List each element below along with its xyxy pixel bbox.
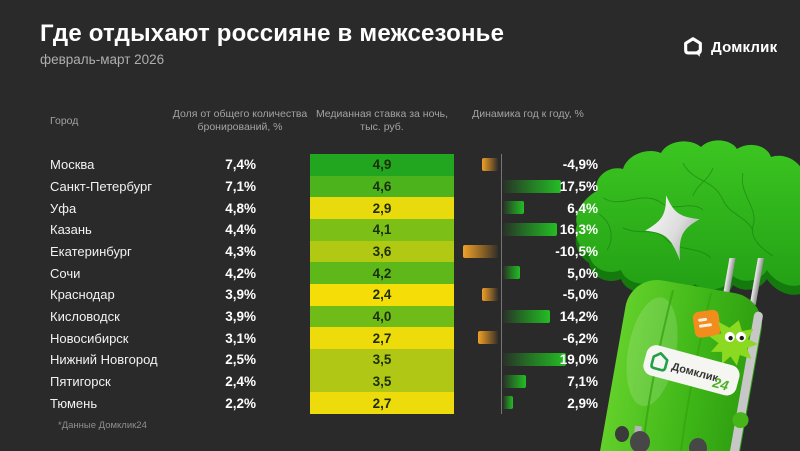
column-header-yoy: Динамика год к году, % [472, 108, 584, 120]
share-value: 4,4% [225, 222, 256, 238]
yoy-value: -6,2% [562, 330, 598, 346]
share-value: 3,9% [225, 308, 256, 324]
column-header-city: Город [50, 115, 79, 127]
sparkle-star-icon [645, 195, 700, 261]
green-suitcase-illustration: Домклик 24 [599, 258, 765, 451]
column-header-share: Доля от общего количества бронирований, … [172, 108, 308, 133]
rate-heatmap-cell: 3,6 [310, 240, 454, 263]
table-row: Уфа 4,8% 2,9 6,4% [0, 197, 800, 219]
share-value: 2,2% [225, 395, 256, 411]
yoy-bar [481, 287, 498, 301]
city-label: Москва [50, 157, 95, 173]
yoy-bar [477, 331, 498, 345]
table-row: Пятигорск 2,4% 3,5 7,1% [0, 370, 800, 393]
yoy-value: 14,2% [559, 308, 598, 324]
table-row: Санкт-Петербург 7,1% 4,6 17,5% [0, 175, 800, 198]
share-value: 2,5% [225, 352, 256, 368]
table-row: Краснодар 3,9% 2,4 -5,0% [0, 283, 800, 306]
rate-heatmap-cell: 4,6 [310, 175, 454, 198]
share-value: 2,4% [225, 373, 256, 389]
city-label: Новосибирск [50, 330, 129, 346]
rate-heatmap-cell: 4,2 [310, 262, 454, 284]
rate-heatmap-cell: 3,5 [310, 348, 454, 371]
table-row: Москва 7,4% 4,9 -4,9% [0, 154, 800, 176]
yoy-value: -10,5% [555, 243, 598, 259]
yoy-bar [503, 396, 513, 410]
page-subtitle: февраль-март 2026 [40, 52, 165, 67]
city-label: Краснодар [50, 287, 115, 303]
city-label: Казань [50, 222, 92, 238]
rate-heatmap-cell: 4,1 [310, 218, 454, 241]
rate-heatmap-cell: 2,7 [310, 327, 454, 349]
table-row: Новосибирск 3,1% 2,7 -6,2% [0, 327, 800, 349]
share-value: 3,9% [225, 287, 256, 303]
rate-heatmap-cell: 4,9 [310, 154, 454, 176]
yoy-bar [503, 352, 566, 366]
rate-heatmap-cell: 2,9 [310, 197, 454, 219]
city-label: Санкт-Петербург [50, 178, 152, 194]
table-rows: Москва 7,4% 4,9 -4,9% Санкт-Петербург 7,1% 4,6… [0, 154, 800, 414]
yoy-value: 5,0% [567, 265, 598, 281]
share-value: 7,4% [225, 157, 256, 173]
yoy-value: 7,1% [567, 373, 598, 389]
rate-heatmap-cell: 2,4 [310, 283, 454, 306]
yoy-bar [503, 222, 557, 236]
yoy-value: 2,9% [567, 395, 598, 411]
table-row: Кисловодск 3,9% 4,0 14,2% [0, 305, 800, 328]
yoy-value: 6,4% [567, 200, 598, 216]
table-row: Сочи 4,2% 4,2 5,0% [0, 262, 800, 284]
city-label: Пятигорск [50, 373, 111, 389]
rate-heatmap-cell: 4,0 [310, 305, 454, 328]
share-value: 4,3% [225, 243, 256, 259]
svg-text:24: 24 [710, 374, 730, 394]
city-label: Тюмень [50, 395, 98, 411]
yoy-bar [503, 201, 525, 215]
rate-heatmap-cell: 2,7 [310, 392, 454, 414]
share-value: 4,8% [225, 200, 256, 216]
yoy-value: -4,9% [562, 157, 598, 173]
table-row: Казань 4,4% 4,1 16,3% [0, 218, 800, 241]
yoy-value: 19,0% [559, 352, 598, 368]
city-label: Нижний Новгород [50, 352, 158, 368]
yoy-bar [503, 179, 561, 193]
share-value: 3,1% [225, 330, 256, 346]
city-label: Кисловодск [50, 308, 120, 324]
yoy-bar [503, 266, 520, 280]
yoy-bar [463, 244, 498, 258]
footnote: *Данные Домклик24 [58, 420, 147, 431]
column-header-rate: Медианная ставка за ночь, тыс. руб. [315, 108, 449, 133]
table-row: Нижний Новгород 2,5% 3,5 19,0% [0, 348, 800, 371]
table-row: Екатеринбург 4,3% 3,6 -10,5% [0, 240, 800, 263]
rate-heatmap-cell: 3,5 [310, 370, 454, 393]
yoy-axis-line [501, 154, 502, 414]
page-title: Где отдыхают россияне в межсезонье [40, 20, 505, 47]
city-label: Екатеринбург [50, 243, 132, 259]
share-value: 7,1% [225, 178, 256, 194]
yoy-value: 17,5% [559, 178, 598, 194]
share-value: 4,2% [225, 265, 256, 281]
yoy-value: 16,3% [559, 222, 598, 238]
brand-logo: Домклик [682, 36, 777, 58]
yoy-bar [503, 374, 527, 388]
city-label: Уфа [50, 200, 77, 216]
city-label: Сочи [50, 265, 81, 281]
yoy-value: -5,0% [562, 287, 598, 303]
brand-name: Домклик [711, 38, 778, 56]
table-row: Тюмень 2,2% 2,7 2,9% [0, 392, 800, 414]
yoy-bar [503, 309, 550, 323]
domclick-house-icon [684, 37, 702, 57]
yoy-bar [481, 158, 498, 171]
